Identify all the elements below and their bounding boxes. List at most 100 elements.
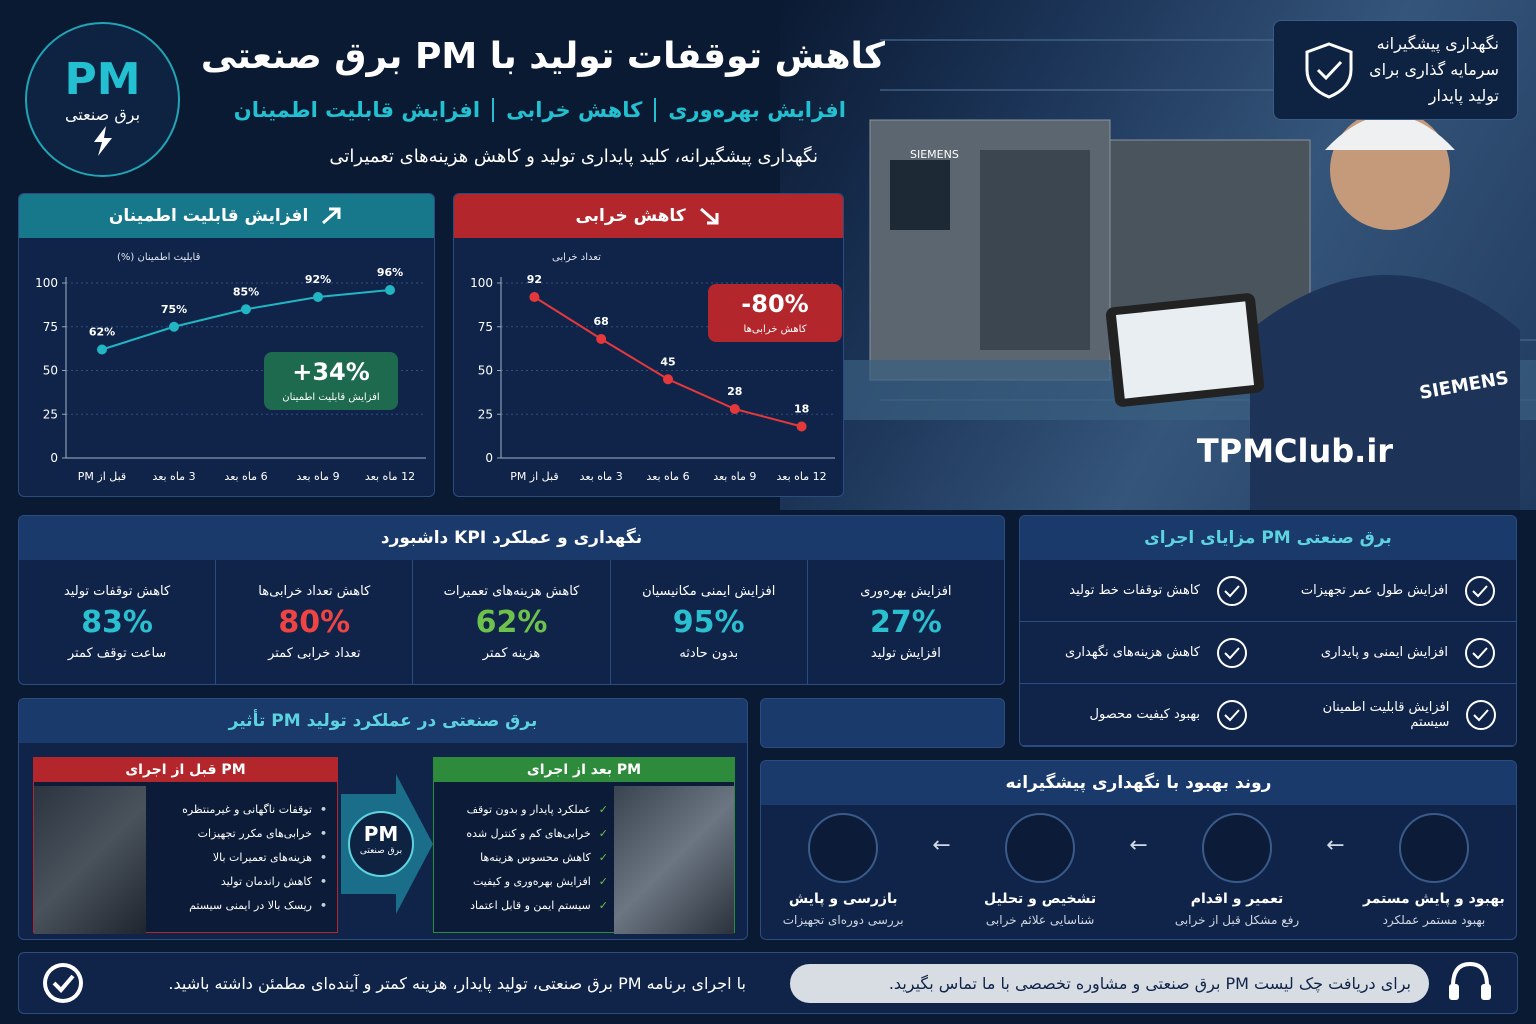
arrow-shape bbox=[341, 774, 433, 914]
badge-line: تولید پایدار bbox=[1428, 86, 1499, 105]
benefit-item: کاهش هزینه‌های نگهداری bbox=[1020, 622, 1268, 684]
step-title: بازرسی و پایش bbox=[788, 891, 898, 907]
annotation-value: -80% bbox=[741, 290, 808, 318]
kpi-title: کاهش هزینه‌های تعمیرات bbox=[443, 583, 580, 599]
y-tick-label: 75 bbox=[478, 320, 493, 334]
title: کاهش توقفات تولید با PM برق صنعتی bbox=[200, 36, 885, 77]
bullet: ✓ bbox=[598, 875, 608, 888]
badge-line: سرمایه گذاری برای bbox=[1369, 60, 1499, 79]
step-icon bbox=[808, 813, 879, 883]
shield-icon bbox=[1305, 42, 1353, 99]
footer-right: برای دریافت چک لیست PM برق صنعتی و مشاور… bbox=[768, 953, 1517, 1013]
x-tick-label: 3 ماه بعد bbox=[152, 470, 195, 483]
subtitle-item: کاهش خرابی bbox=[492, 98, 654, 122]
point bbox=[241, 304, 251, 315]
step-caption: بررسی دوره‌ای تجهیزات bbox=[782, 913, 904, 927]
bullet: • bbox=[319, 899, 327, 912]
y-tick-label: 50 bbox=[478, 364, 493, 378]
chart: تعداد خرابی 0 25 50 75 100 قبل از PM 3 ماه بعد 6… bbox=[470, 252, 842, 483]
chart-header: افزایش قابلیت اطمینان bbox=[19, 194, 434, 238]
after-list: ✓ عملکرد پایدار و بدون توقف ✓ خرابی‌های کم … bbox=[438, 798, 608, 918]
process-step: بازرسی و پایش بررسی دوره‌ای تجهیزات bbox=[768, 813, 918, 927]
benefit-text: کاهش هزینه‌های نگهداری bbox=[1064, 645, 1200, 660]
photo-after bbox=[614, 786, 734, 934]
point bbox=[97, 344, 107, 355]
x-tick-label: 6 ماه بعد bbox=[224, 470, 267, 483]
process-title: روند بهبود با نگهداری پیشگیرانه bbox=[761, 761, 1516, 805]
line bbox=[101, 289, 391, 351]
impact-item: ✓ عملکرد پایدار و بدون توقف bbox=[438, 798, 608, 822]
step-title: بهبود و پایش مستمر bbox=[1363, 891, 1505, 907]
bullet: ✓ bbox=[598, 851, 608, 864]
kpi-caption: هزینه کمتر bbox=[482, 645, 541, 661]
impact-item: • هزینه‌های تعمیرات بالا bbox=[147, 846, 327, 870]
kpi-title: داشبورد KPI نگهداری و عملکرد bbox=[19, 516, 1004, 560]
after-box: بعد از اجرای PM ✓ عملکرد پایدار و بدون تو… bbox=[433, 757, 735, 934]
kpi-value: 95% bbox=[672, 604, 745, 640]
benefit-item: افزایش قابلیت اطمینان سیستم bbox=[1268, 684, 1516, 746]
process-step: بهبود و پایش مستمر بهبود مستمر عملکرد bbox=[1359, 813, 1509, 927]
kpi-value: 83% bbox=[81, 604, 153, 640]
benefit-icon bbox=[1465, 575, 1495, 606]
support-icon bbox=[1449, 961, 1491, 1000]
impact-text: هزینه‌های تعمیرات بالا bbox=[212, 851, 312, 864]
impact-text: ریسک بالا در ایمنی سیستم bbox=[189, 899, 312, 912]
blank-panel bbox=[760, 698, 1005, 748]
benefit-text: بهبود کیفیت محصول bbox=[1089, 707, 1200, 722]
footer: با اجرای برنامه PM برق صنعتی، تولید پاید… bbox=[18, 952, 1518, 1014]
kpi-value: 62% bbox=[475, 604, 548, 640]
benefit-text: افزایش ایمنی و پایداری bbox=[1320, 645, 1448, 660]
step-icon bbox=[1005, 813, 1076, 883]
x-tick-label: قبل از PM bbox=[510, 470, 558, 483]
point bbox=[529, 292, 540, 302]
check-icon bbox=[43, 963, 83, 1003]
process-steps: بهبود و پایش مستمر بهبود مستمر عملکرد ← تعم… bbox=[761, 805, 1516, 927]
impact-text: خرابی‌های کم و کنترل شده bbox=[466, 827, 591, 840]
subtitle: افزایش بهره‌وری کاهش خرابی افزایش قابلیت… bbox=[234, 98, 846, 122]
benefit-icon bbox=[1217, 699, 1247, 730]
footer-right-text: برای دریافت چک لیست PM برق صنعتی و مشاور… bbox=[790, 963, 1429, 1003]
point bbox=[729, 404, 740, 414]
benefit-icon bbox=[1217, 637, 1247, 668]
value-label: 75% bbox=[161, 303, 187, 316]
benefits-panel: مزایای اجرای PM برق صنعتی افزایش طول عمر… bbox=[1019, 515, 1517, 747]
down-arrow bbox=[699, 207, 719, 225]
chart: قابلیت اطمینان (%) 0 25 50 75 100 قبل از PM 3 م… bbox=[35, 252, 426, 483]
point bbox=[385, 285, 395, 295]
y-tick-label: 25 bbox=[478, 407, 493, 421]
benefit-item: بهبود کیفیت محصول bbox=[1020, 684, 1268, 746]
value-label: 45 bbox=[660, 355, 675, 368]
impact-text: کاهش راندمان تولید bbox=[220, 875, 312, 888]
impact-text: کاهش محسوس هزینه‌ها bbox=[480, 851, 591, 864]
y-tick-label: 75 bbox=[43, 320, 58, 334]
point bbox=[596, 334, 607, 344]
step-title: تعمیر و اقدام bbox=[1190, 891, 1284, 907]
y-axis-label: تعداد خرابی bbox=[552, 252, 601, 263]
chart-title: افزایش قابلیت اطمینان bbox=[108, 206, 309, 226]
benefit-icon bbox=[1217, 575, 1247, 606]
impact-text: توقفات ناگهانی و غیرمنتظره bbox=[182, 803, 312, 816]
benefits-grid: افزایش طول عمر تجهیزات کاهش توقفات خط تول… bbox=[1020, 560, 1516, 746]
y-tick-label: 100 bbox=[470, 276, 493, 290]
benefit-text: افزایش طول عمر تجهیزات bbox=[1300, 583, 1448, 598]
process-step: تشخیص و تحلیل شناسایی علائم خرابی bbox=[965, 813, 1115, 927]
process-panel: روند بهبود با نگهداری پیشگیرانه بهبود و … bbox=[760, 760, 1517, 940]
annotation-label: افزایش قابلیت اطمینان bbox=[282, 392, 379, 403]
benefit-icon bbox=[1466, 699, 1497, 730]
value-label: 92% bbox=[305, 273, 331, 286]
step-icon bbox=[1398, 813, 1469, 883]
kpi-card: کاهش تعداد خرابی‌ها 80% تعداد خرابی کمتر bbox=[215, 560, 412, 684]
point bbox=[313, 292, 323, 302]
kpi-card: افزایش بهره‌وری 27% افزایش تولید bbox=[806, 560, 1004, 684]
annotation-label: کاهش خرابی‌ها bbox=[744, 324, 807, 335]
chart-title: کاهش خرابی bbox=[575, 206, 686, 226]
after-title: بعد از اجرای PM bbox=[434, 758, 734, 782]
photo-art: SIEMENS SIEMENS TPMClub.ir bbox=[840, 39, 1536, 510]
kpi-row: افزایش بهره‌وری 27% افزایش تولید افزایش ایم… bbox=[19, 560, 1004, 684]
x-tick-label: 12 ماه بعد bbox=[365, 470, 415, 483]
kpi-value: 27% bbox=[870, 604, 942, 640]
value-label: 28 bbox=[727, 385, 742, 398]
x-tick-label: قبل از PM bbox=[78, 470, 126, 483]
bullet: • bbox=[319, 851, 327, 864]
